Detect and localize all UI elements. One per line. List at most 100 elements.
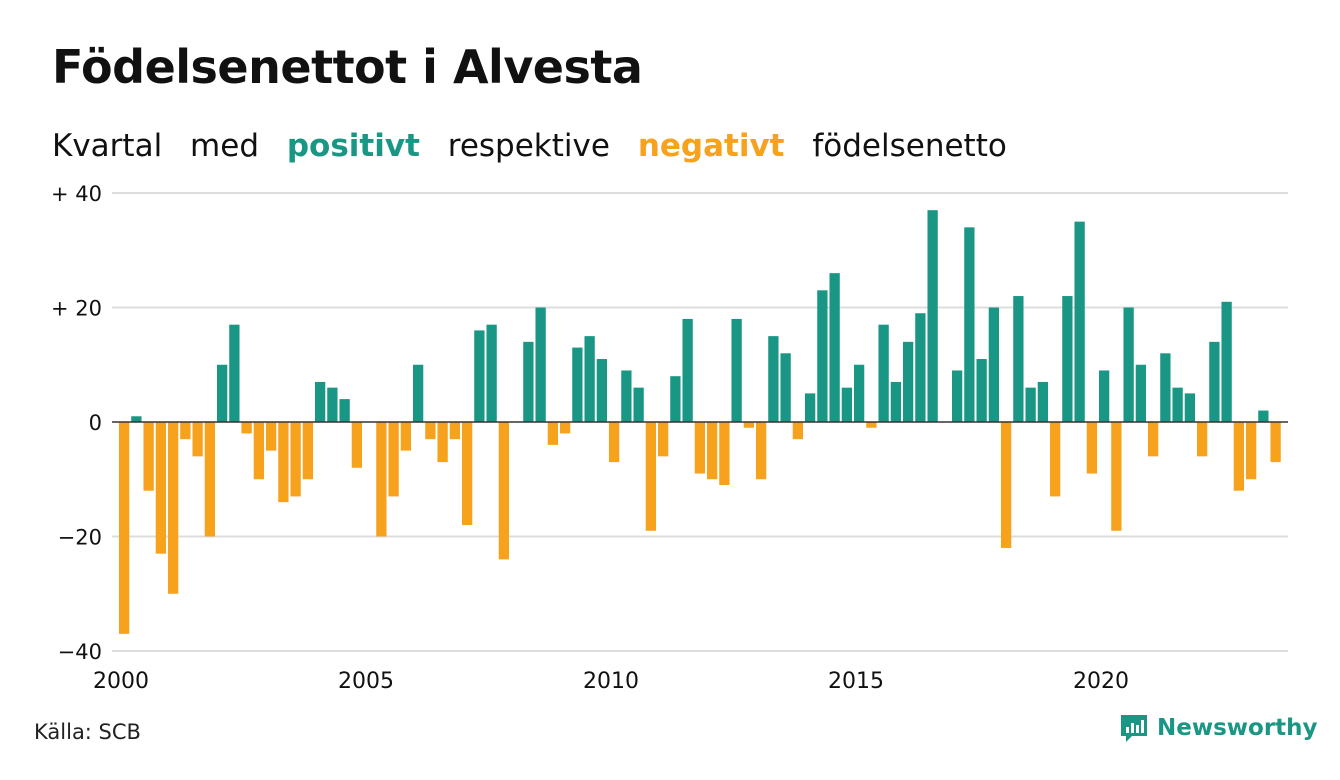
y-tick-label: 0 (89, 411, 102, 435)
x-tick-label: 2015 (828, 669, 884, 694)
bar-negative (351, 422, 363, 468)
bar-negative (180, 422, 191, 440)
bar-positive (535, 307, 546, 422)
newsworthy-logo-icon (1121, 715, 1147, 742)
subtitle-word: Kvartal (52, 128, 163, 164)
bar-positive (829, 273, 840, 422)
bar-negative (155, 422, 167, 554)
bar-positive (878, 324, 889, 422)
bar-negative (278, 422, 289, 503)
bar-positive (817, 290, 828, 422)
bar-negative (1196, 422, 1208, 457)
bar-positive (1025, 387, 1036, 422)
bar-positive (1037, 381, 1049, 422)
x-tick-label: 2005 (338, 669, 394, 694)
subtitle-positive-legend: positivt (286, 128, 420, 164)
bar-negative (1245, 422, 1257, 480)
bar-negative (1000, 422, 1012, 548)
bar-negative (192, 422, 203, 457)
bar-negative (449, 422, 461, 440)
bar-negative (706, 422, 718, 480)
bar-positive (131, 416, 142, 422)
bar-positive (1184, 393, 1196, 423)
bar-negative (204, 422, 216, 537)
bar-positive (229, 324, 240, 422)
bar-positive (1013, 296, 1024, 422)
bar-positive (523, 341, 534, 422)
bar-positive (731, 318, 742, 422)
bar-negative (118, 422, 130, 634)
bar-positive (804, 393, 816, 423)
bar-negative (694, 422, 706, 474)
bar-negative (1233, 422, 1245, 491)
bar-positive (927, 210, 938, 422)
bar-negative (1111, 422, 1122, 531)
bar-negative (437, 422, 448, 463)
bar-positive (486, 324, 497, 422)
bar-negative (1049, 422, 1061, 497)
x-tick-label: 2020 (1073, 669, 1129, 694)
bar-negative (719, 422, 730, 485)
bar-positive (1172, 387, 1183, 422)
bar-positive (1221, 301, 1232, 422)
bar-positive (633, 387, 644, 422)
y-tick-label: + 20 (51, 297, 102, 321)
axes: + 40 + 20 0 −20 −40 2000 2005 2010 2015 2020 (51, 182, 1288, 694)
bar-negative (1086, 422, 1098, 474)
bar-positive (1074, 221, 1085, 423)
bar-positive (572, 347, 583, 422)
x-tick-label: 2000 (93, 669, 149, 694)
grid-lines (112, 192, 1288, 652)
bar-negative (265, 422, 277, 451)
bar-positive (780, 353, 791, 422)
bar-negative (290, 422, 301, 497)
bar-negative (547, 422, 559, 445)
bar-negative (1270, 422, 1281, 463)
bar-negative (645, 422, 657, 531)
subtitle-word: respektive (447, 128, 610, 164)
subtitle-word: födelsenetto (812, 128, 1007, 164)
bar-positive (853, 364, 865, 422)
bars (118, 210, 1281, 634)
brand-name: Newsworthy (1157, 715, 1318, 741)
chart-subtitle: Kvartal med positivt respektive negativt… (52, 128, 1025, 164)
bar-positive (841, 387, 853, 422)
bar-positive (682, 318, 693, 422)
x-tick-label: 2010 (583, 669, 639, 694)
bar-negative (253, 422, 265, 480)
bar-positive (1135, 364, 1147, 422)
bar-chart: + 40 + 20 0 −20 −40 2000 2005 2010 2015 2020 (51, 182, 1288, 694)
bar-negative (657, 422, 669, 457)
bar-positive (327, 387, 338, 422)
bar-negative (498, 422, 510, 560)
bar-positive (1062, 296, 1073, 422)
bar-positive (988, 307, 1000, 422)
bar-positive (596, 359, 608, 422)
bar-positive (890, 381, 902, 422)
bar-negative (143, 422, 154, 491)
bar-positive (1098, 370, 1110, 422)
bar-positive (412, 364, 424, 422)
bar-positive (902, 341, 914, 422)
bar-positive (474, 330, 485, 422)
bar-positive (1209, 341, 1220, 422)
bar-positive (216, 364, 228, 422)
bar-negative (461, 422, 473, 526)
bar-negative (755, 422, 767, 480)
bar-positive (768, 336, 779, 423)
brand: Newsworthy (1118, 712, 1318, 744)
bar-positive (951, 370, 963, 422)
bar-negative (608, 422, 620, 463)
bar-negative (559, 422, 571, 434)
bar-negative (388, 422, 399, 497)
bar-negative (425, 422, 436, 440)
bar-negative (241, 422, 252, 434)
bar-negative (1147, 422, 1159, 457)
bar-negative (302, 422, 314, 480)
y-tick-label: −40 (58, 640, 102, 664)
source-note: Källa: SCB (34, 720, 141, 744)
y-tick-label: + 40 (51, 182, 102, 206)
bar-positive (621, 370, 632, 422)
bar-negative (400, 422, 412, 451)
bar-positive (1123, 307, 1134, 422)
